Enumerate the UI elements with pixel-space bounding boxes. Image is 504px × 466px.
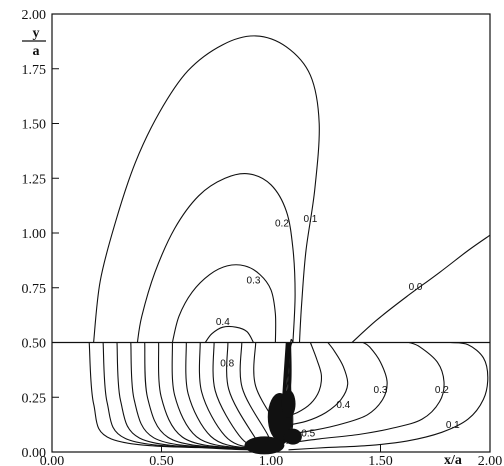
y-tick-label: 0.25	[22, 391, 47, 406]
x-tick-label: 0.00	[40, 454, 65, 466]
contour-label: 0.4	[216, 317, 230, 328]
y-tick-label: 1.50	[22, 118, 47, 133]
y-tick-label: 0.75	[22, 282, 47, 297]
lower-contour-0.3	[286, 342, 388, 436]
x-tick-label: 0.50	[149, 454, 174, 466]
lower-contour-0.2	[286, 341, 445, 444]
lower-contour-0.1	[288, 341, 489, 451]
lower-left-contour-5	[144, 342, 292, 450]
y-axis-label-numerator: y	[33, 26, 40, 41]
contour-label: 0.2	[275, 218, 289, 229]
contour-label: 0.8	[220, 359, 234, 370]
y-tick-label: 2.00	[22, 8, 47, 23]
upper-contour-0.0	[351, 234, 491, 343]
axis-ticks: 0.00 0.50 1.00 1.50 2.00 0.00 0.25 0.50 0.75 1.00…	[22, 8, 503, 466]
contour-label: 0.1	[303, 214, 317, 225]
lower-contour-0.4	[283, 342, 349, 427]
upper-contour-0.1	[93, 35, 320, 343]
y-tick-label: 1.00	[22, 227, 47, 242]
y-tick-label: 0.00	[22, 446, 47, 461]
y-axis-label-denominator: a	[33, 44, 40, 59]
contour-label: 0.1	[446, 420, 460, 431]
upper-contour-0.4	[204, 325, 254, 343]
contour-label: 0.2	[435, 385, 449, 396]
plot-border	[51, 13, 491, 453]
contour-label: 0.0	[409, 282, 423, 293]
contour-label: 0.3	[374, 385, 388, 396]
upper-region-contours	[93, 35, 491, 343]
lower-contour-0.5	[283, 342, 323, 418]
x-axis-label: x/a	[444, 453, 462, 466]
x-tick-label: 1.50	[368, 454, 393, 466]
plot-frame	[51, 13, 491, 453]
contour-label: 0.4	[336, 400, 350, 411]
y-tick-label: 1.75	[22, 63, 47, 78]
y-tick-label: 1.25	[22, 172, 47, 187]
contour-level-labels: 0.1 0.2 0.3 0.4 0.0 0.1 0.2 0.3 0.4 0.5 0.8	[216, 214, 460, 440]
singularity-blob-3	[283, 428, 302, 445]
singularity-blobs	[244, 389, 302, 455]
axis-labels: ya x/a	[22, 26, 462, 466]
singularity-blob-4	[281, 389, 296, 418]
lower-left-contour-3	[116, 342, 293, 450]
x-tick-label: 1.00	[259, 454, 284, 466]
upper-contour-0.2	[136, 173, 296, 343]
y-tick-label: 0.50	[22, 337, 47, 352]
upper-contour-0.3	[171, 264, 277, 343]
singularity-blob-2	[244, 436, 285, 455]
contour-label: 0.5	[301, 429, 315, 440]
contour-label: 0.3	[247, 275, 261, 286]
x-tick-label: 2.00	[478, 454, 503, 466]
